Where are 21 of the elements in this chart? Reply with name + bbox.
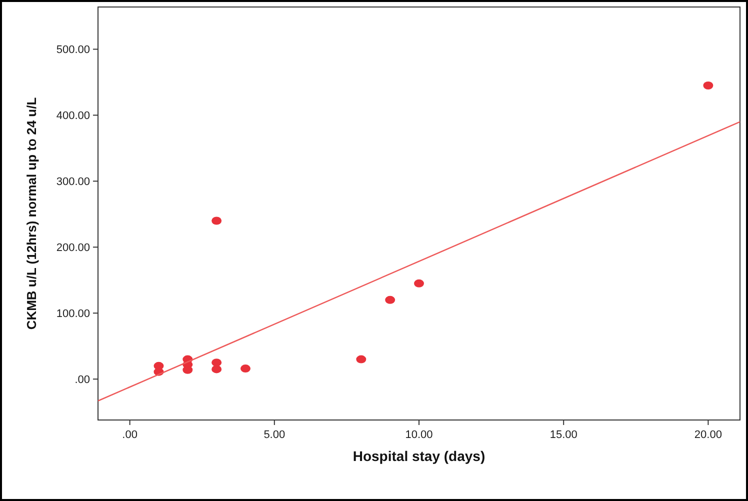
y-tick-label: 100.00: [56, 308, 90, 320]
x-tick-label: .00: [122, 429, 138, 441]
x-tick-label: 15.00: [550, 429, 578, 441]
point: [356, 355, 366, 364]
point: [414, 279, 424, 288]
y-tick-label: 500.00: [56, 44, 90, 56]
x-axis-title: Hospital stay (days): [352, 448, 486, 464]
x-tick-label: 5.00: [264, 429, 286, 441]
y-tick-label: .00: [74, 374, 90, 386]
point: [212, 216, 222, 225]
y-axis-title: CKMB u/L (12hrs) normal up to 24 u/L: [24, 97, 39, 330]
point: [703, 82, 714, 90]
x-tick-label: 10.00: [405, 429, 433, 441]
point: [154, 362, 164, 370]
x-tick-label: 20.00: [694, 429, 722, 441]
point: [212, 358, 222, 367]
y-tick-label: 400.00: [56, 110, 90, 122]
point: [240, 364, 250, 373]
y-tick-label: 300.00: [56, 176, 90, 188]
y-tick-label: 200.00: [56, 242, 90, 254]
point: [385, 296, 396, 304]
